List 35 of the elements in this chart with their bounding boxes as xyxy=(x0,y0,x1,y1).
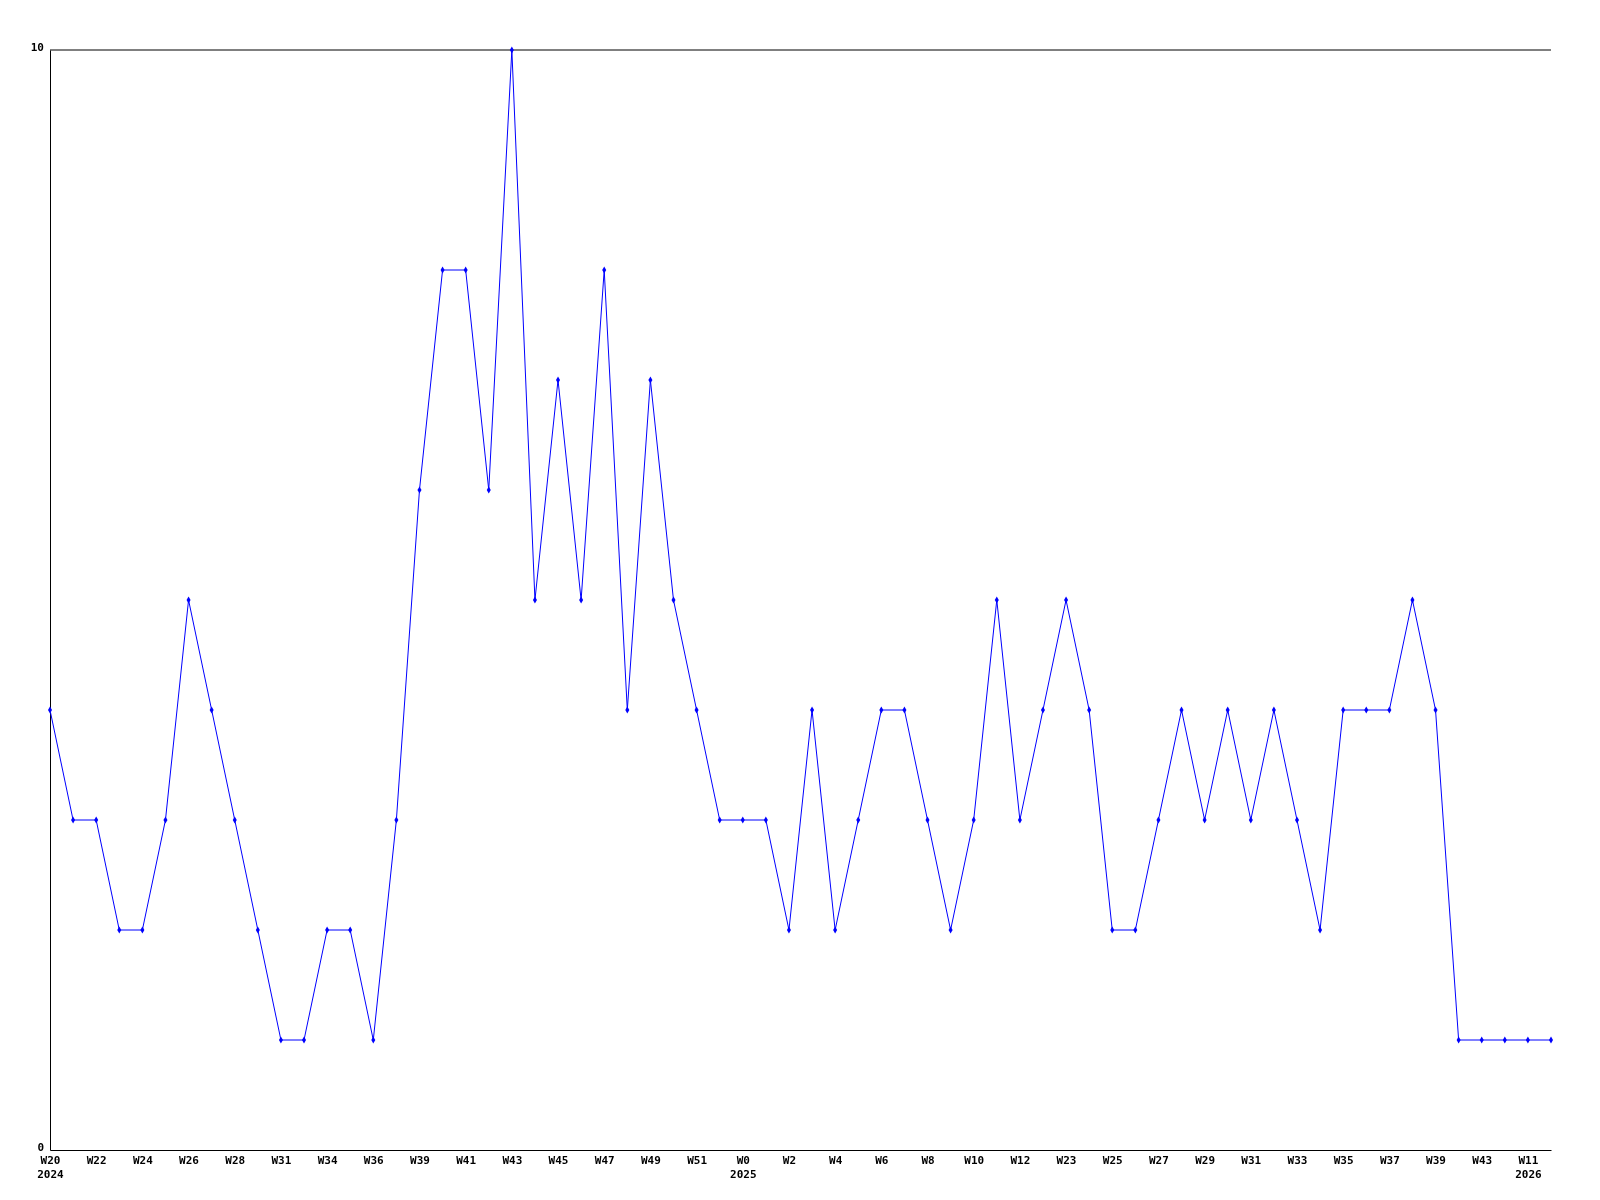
x-tick-label: W41 xyxy=(456,1154,477,1167)
x-tick-label: W33 xyxy=(1287,1154,1308,1167)
x-tick-label: W39 xyxy=(1426,1154,1446,1167)
x-tick-label: W12 xyxy=(1010,1154,1031,1167)
y-tick-label: 0 xyxy=(37,1140,44,1154)
x-tick-label: W23 xyxy=(1056,1154,1077,1167)
x-tick-label: W22 xyxy=(86,1154,107,1167)
x-tick-label: W24 xyxy=(132,1154,154,1167)
x-tick-label: W10 xyxy=(964,1154,985,1167)
x-tick-label: W4 xyxy=(829,1154,843,1167)
x-tick-label: W28 xyxy=(225,1154,246,1167)
x-tick-label: W47 xyxy=(594,1154,615,1167)
x-tick-label: W25 xyxy=(1102,1154,1123,1167)
x-tick-label: W35 xyxy=(1333,1154,1354,1167)
x-tick-label: W43 xyxy=(502,1154,523,1167)
x-tick-label: W0 2025 xyxy=(730,1154,757,1181)
x-tick-label: W31 xyxy=(1241,1154,1262,1167)
x-tick-label: W36 xyxy=(363,1154,385,1167)
x-tick-label: W45 xyxy=(548,1154,569,1167)
x-tick-label: W2 xyxy=(782,1154,797,1167)
x-tick-label: W27 xyxy=(1148,1154,1169,1167)
x-tick-label: W43 xyxy=(1472,1154,1493,1167)
x-tick-label: W39 xyxy=(410,1154,430,1167)
x-tick-label: W49 xyxy=(640,1154,661,1167)
x-tick-label: W6 xyxy=(875,1154,889,1167)
x-tick-label: W37 xyxy=(1379,1154,1400,1167)
x-tick-label: W34 xyxy=(317,1154,338,1167)
x-tick-label: W51 xyxy=(687,1154,708,1167)
x-tick-label: W8 xyxy=(921,1154,935,1167)
x-tick-label: W26 xyxy=(179,1154,200,1167)
x-tick-label: W11 2026 xyxy=(1515,1154,1543,1181)
y-tick-label: 10 xyxy=(30,40,44,54)
x-tick-label: W29 xyxy=(1195,1154,1216,1167)
x-tick-label: W20 2024 xyxy=(37,1154,65,1181)
x-tick-label: W31 xyxy=(271,1154,292,1167)
